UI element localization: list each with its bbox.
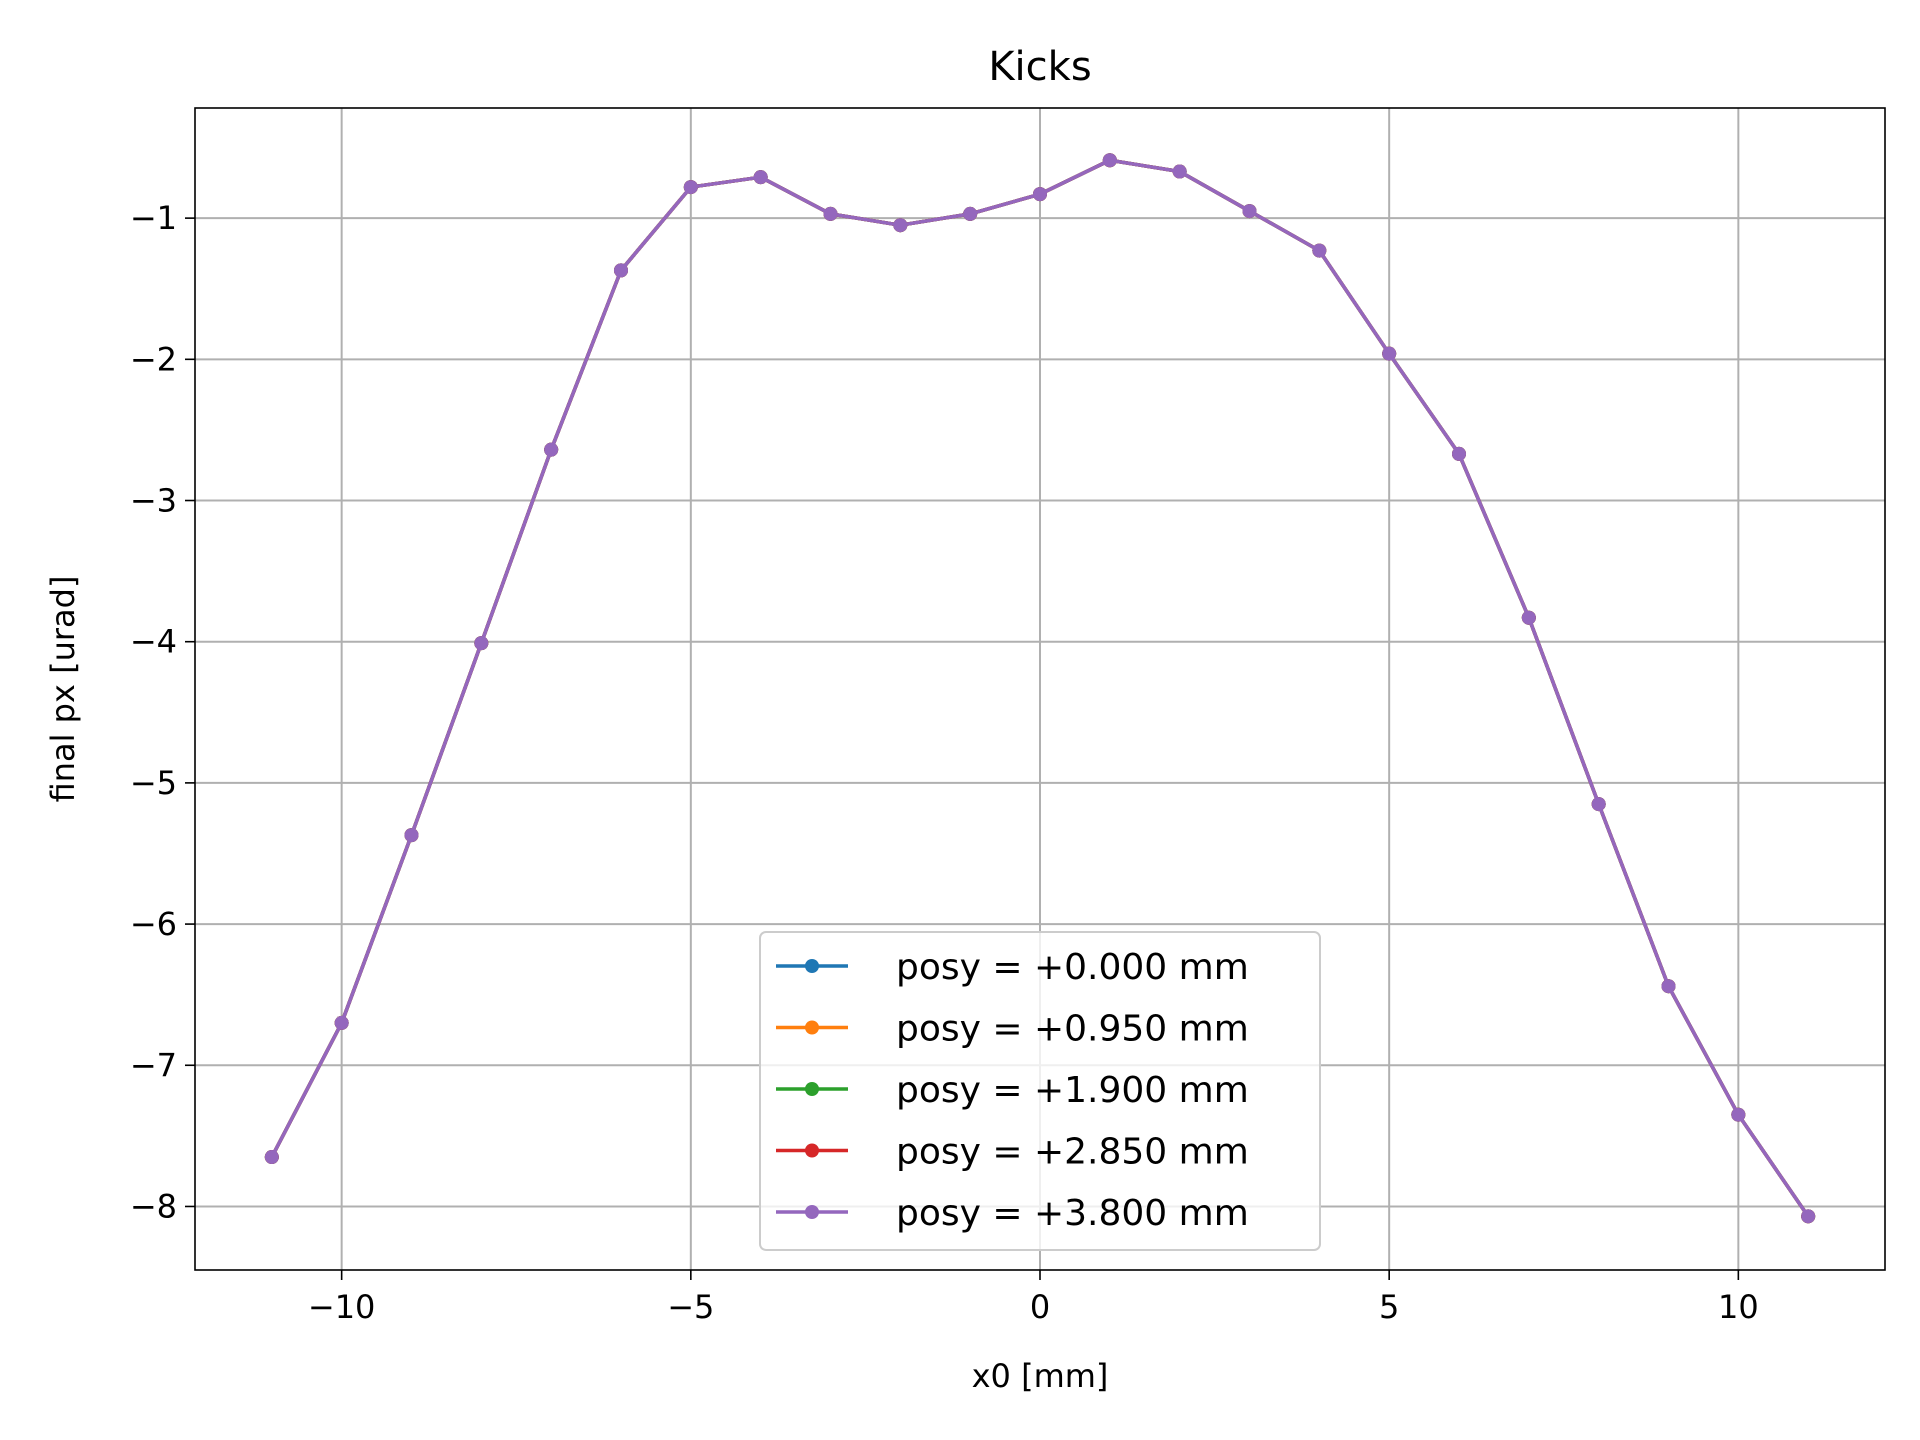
y-axis-label: final px [urad] (44, 576, 82, 803)
y-tick-label: −8 (130, 1187, 177, 1225)
series-layer (264, 153, 1816, 1224)
data-point (1312, 243, 1327, 258)
legend-label: posy = +0.950 mm (896, 1009, 1249, 1050)
y-tick-label: −2 (130, 340, 177, 378)
data-point (1172, 164, 1187, 179)
legend-swatch-marker (805, 1082, 819, 1096)
data-point (1382, 346, 1397, 361)
ticks: −10 −5 0 5 10 −1 −2 −3 −4 −5 −6 −7 −8 (130, 199, 1759, 1326)
y-tick-label: −5 (130, 764, 177, 802)
data-point (264, 1150, 279, 1165)
legend-box (759, 931, 1321, 1251)
legend-swatch-marker (805, 1143, 819, 1158)
x-tick-label: −5 (667, 1288, 714, 1326)
data-point (683, 180, 698, 195)
data-point (544, 442, 559, 457)
x-axis-label: x0 [mm] (972, 1357, 1109, 1395)
data-point (1242, 204, 1257, 219)
series (264, 153, 1816, 1224)
legend-swatch-marker (805, 959, 819, 973)
data-point (1102, 153, 1117, 168)
legend: posy = +0.000 mm posy = +0.950 mm posy = +… (759, 931, 1321, 1251)
legend-item: posy = +1.900 mm (776, 1070, 1249, 1111)
data-point (963, 206, 978, 221)
data-point (1521, 610, 1536, 625)
data-point (613, 263, 628, 278)
legend-item: posy = +0.000 mm (776, 947, 1249, 988)
y-tick-label: −7 (130, 1046, 177, 1084)
legend-item: posy = +3.800 mm (776, 1193, 1249, 1234)
y-tick-label: −1 (130, 199, 177, 237)
legend-label: posy = +1.900 mm (896, 1070, 1249, 1111)
data-point (404, 828, 419, 843)
x-tick-label: 5 (1379, 1288, 1399, 1326)
y-tick-label: −6 (130, 905, 177, 943)
data-point (753, 170, 768, 185)
data-point (893, 218, 908, 233)
legend-label: posy = +0.000 mm (896, 947, 1249, 988)
chart-title: Kicks (988, 44, 1091, 90)
data-point (823, 206, 838, 221)
data-point (334, 1015, 349, 1030)
data-point (474, 636, 489, 651)
legend-swatch-marker (805, 1205, 819, 1219)
data-point (1452, 446, 1467, 461)
legend-label: posy = +2.850 mm (896, 1132, 1249, 1173)
x-tick-label: 10 (1718, 1288, 1759, 1326)
data-point (1731, 1107, 1746, 1122)
legend-item: posy = +2.850 mm (776, 1132, 1249, 1173)
data-point (1801, 1209, 1816, 1224)
data-point (1661, 979, 1676, 994)
legend-item: posy = +0.950 mm (776, 1009, 1249, 1050)
x-tick-label: −10 (308, 1288, 376, 1326)
y-tick-label: −4 (130, 623, 177, 661)
y-tick-label: −3 (130, 482, 177, 520)
legend-label: posy = +3.800 mm (896, 1193, 1249, 1234)
data-point (1591, 797, 1606, 812)
legend-swatch-marker (805, 1020, 819, 1035)
x-tick-label: 0 (1030, 1288, 1050, 1326)
data-point (1033, 187, 1047, 202)
